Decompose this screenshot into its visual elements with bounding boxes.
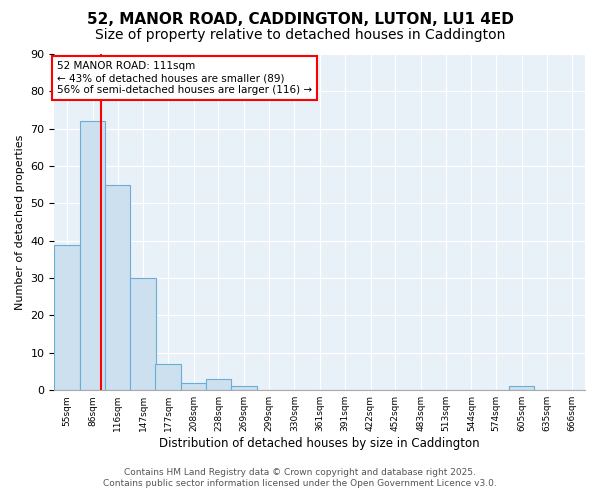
Y-axis label: Number of detached properties: Number of detached properties <box>15 134 25 310</box>
Bar <box>206 379 231 390</box>
Bar <box>509 386 535 390</box>
X-axis label: Distribution of detached houses by size in Caddington: Distribution of detached houses by size … <box>160 437 480 450</box>
Bar <box>155 364 181 390</box>
Text: Contains HM Land Registry data © Crown copyright and database right 2025.
Contai: Contains HM Land Registry data © Crown c… <box>103 468 497 487</box>
Text: 52 MANOR ROAD: 111sqm
← 43% of detached houses are smaller (89)
56% of semi-deta: 52 MANOR ROAD: 111sqm ← 43% of detached … <box>57 62 312 94</box>
Bar <box>80 121 106 390</box>
Bar <box>130 278 156 390</box>
Bar <box>55 244 80 390</box>
Text: 52, MANOR ROAD, CADDINGTON, LUTON, LU1 4ED: 52, MANOR ROAD, CADDINGTON, LUTON, LU1 4… <box>86 12 514 28</box>
Bar <box>181 382 206 390</box>
Bar <box>105 184 130 390</box>
Text: Size of property relative to detached houses in Caddington: Size of property relative to detached ho… <box>95 28 505 42</box>
Bar <box>231 386 257 390</box>
